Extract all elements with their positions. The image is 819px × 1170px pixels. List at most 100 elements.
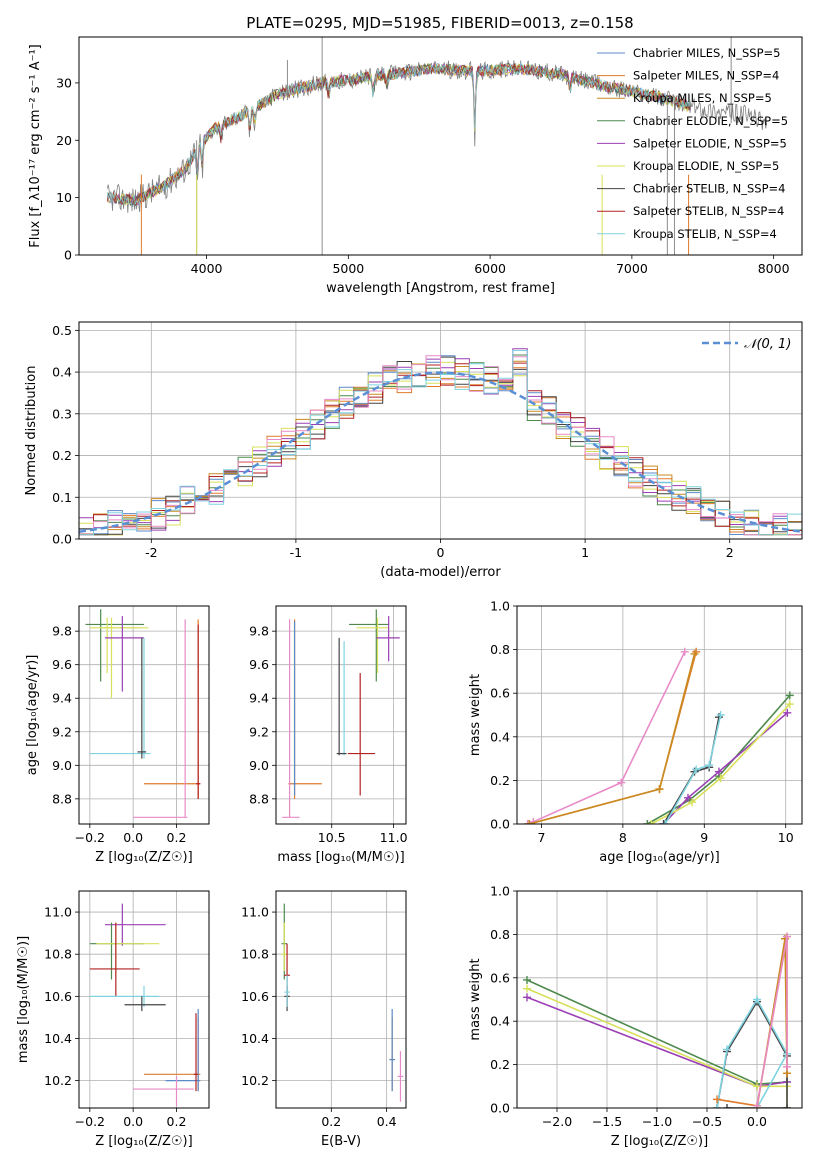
x-tick-label: 0.0	[123, 830, 143, 845]
x-tick-label: 1	[581, 545, 589, 560]
y-tick-label: 10.6	[241, 989, 269, 1004]
spectrum-legend: Chabrier MILES, N_SSP=5 Salpeter MILES, N…	[597, 46, 788, 241]
age_vs_mass-frame	[275, 605, 407, 825]
x-tick-label: 4000	[191, 261, 223, 276]
weight-point-marker	[783, 1062, 791, 1071]
weight-point-marker	[713, 1095, 721, 1104]
weight-point-marker	[785, 691, 794, 700]
y-tick-label: 9.0	[249, 758, 269, 773]
legend-entry: Kroupa STELIB, N_SSP=4	[633, 227, 777, 241]
errorbar	[89, 637, 151, 759]
age_vs_mass-plot-area	[282, 609, 400, 818]
mass_vs_Z-axes: −0.2 0.0 0.2 10.2 10.4 10.6 10.8 11.0 Z [log₁₀(Z…	[16, 890, 210, 1149]
x-tick-label: −1.5	[592, 1114, 622, 1129]
y-tick-label: 10.2	[44, 1073, 72, 1088]
errorbar	[165, 1008, 201, 1092]
y-axis-label: mass weight	[468, 674, 483, 756]
weight-point-marker	[684, 793, 692, 802]
weight-point-marker	[680, 647, 689, 656]
weight-point-marker	[523, 984, 531, 993]
x-tick-label: 8000	[758, 261, 790, 276]
errorbar	[347, 673, 376, 796]
y-tick-label: 9.8	[52, 624, 72, 639]
weight-point-marker	[753, 1101, 761, 1108]
x-axis-label: Z [log₁₀(Z/Z☉)]	[95, 850, 192, 865]
errorbar	[124, 996, 166, 1012]
y-tick-label: 10.2	[241, 1073, 269, 1088]
weight-series-line	[527, 651, 686, 824]
weight-point-marker	[643, 820, 652, 824]
x-tick-label: 8	[619, 830, 627, 845]
x-tick-label: −0.2	[75, 1114, 105, 1129]
x-axis-label: E(B-V)	[321, 1134, 361, 1149]
errorbar	[105, 616, 144, 692]
errorbar	[282, 619, 300, 818]
x-tick-label: 2	[726, 545, 734, 560]
errorbar	[284, 975, 290, 1007]
residuals-plot-area	[79, 348, 802, 536]
spectrum-plot-area	[107, 37, 767, 255]
y-tick-label: 1.0	[490, 599, 510, 614]
weight-point-marker	[705, 761, 714, 770]
errorbar	[85, 609, 144, 682]
figure-title: PLATE=0295, MJD=51985, FIBERID=0013, z=0…	[246, 14, 633, 32]
x-axis-label: wavelength [Angstrom, rest frame]	[326, 281, 555, 296]
y-axis-label: mass [log₁₀(M/M☉)]	[16, 936, 31, 1063]
mass_vs_EBV-plot-area	[281, 903, 404, 1102]
y-tick-label: 0.2	[52, 448, 72, 463]
weight-point-marker	[692, 765, 701, 774]
legend-entry: Chabrier ELODIE, N_SSP=5	[633, 114, 788, 128]
errorbar	[89, 985, 160, 1007]
x-tick-label: 9	[700, 830, 708, 845]
x-axis-label: (data-model)/error	[380, 565, 501, 580]
weight_vs_age-frame	[516, 605, 803, 825]
errorbar	[281, 922, 288, 972]
weight-point-marker	[723, 1045, 731, 1054]
errorbar	[89, 922, 140, 997]
x-axis-label: mass [log₁₀(M/M☉)]	[277, 850, 404, 865]
legend-entry: Salpeter STELIB, N_SSP=4	[633, 204, 784, 218]
x-tick-label: 7000	[616, 261, 648, 276]
y-tick-label: 0.6	[490, 970, 510, 985]
errorbar	[193, 1013, 199, 1092]
weight-point-marker	[783, 1104, 791, 1108]
y-axis-label: Normed distribution	[24, 366, 39, 496]
y-tick-label: 10.8	[44, 947, 72, 962]
x-tick-label: 0.2	[321, 1114, 341, 1129]
y-tick-label: 9.6	[249, 657, 269, 672]
y-tick-label: 0.3	[52, 406, 72, 421]
mass_vs_EBV-axes: 0.2 0.4 10.2 10.4 10.6 10.8 11.0 E(B-V)	[241, 890, 407, 1149]
y-tick-label: 10.4	[241, 1031, 269, 1046]
residuals-axes: -2 -1 0 1 2 0.0 0.1 0.2 0.3 0.4 0.5 (data-model)/er…	[24, 321, 803, 580]
x-tick-label: 0.2	[167, 830, 187, 845]
y-tick-label: 8.8	[52, 791, 72, 806]
x-tick-label: 10.5	[318, 830, 346, 845]
residuals-frame	[78, 321, 803, 540]
x-tick-label: −0.5	[692, 1114, 722, 1129]
y-tick-label: 9.4	[52, 691, 72, 706]
weight_vs_Z-plot-area	[523, 932, 791, 1108]
weight-point-marker	[617, 778, 626, 787]
errorbar	[89, 922, 144, 980]
spectrum-model-line	[107, 62, 691, 206]
weight-point-marker	[523, 975, 531, 984]
legend-entry: Chabrier MILES, N_SSP=5	[633, 46, 780, 60]
x-tick-label: −1.0	[642, 1114, 672, 1129]
y-tick-label: 0.1	[52, 490, 72, 505]
weight-series-line	[662, 717, 720, 824]
errorbar	[96, 922, 160, 976]
age_vs_mass-axes: 10.5 11.0 8.8 9.0 9.2 9.4 9.6 9.8 mass [log₁₀(M/…	[249, 605, 408, 865]
y-tick-label: 8.8	[249, 791, 269, 806]
weight-point-marker	[714, 767, 723, 776]
x-tick-label: −2.0	[542, 1114, 572, 1129]
x-tick-label: 0.2	[167, 1114, 187, 1129]
y-tick-label: 0.6	[490, 686, 510, 701]
y-tick-label: 10	[56, 190, 72, 205]
y-tick-label: 9.6	[52, 657, 72, 672]
x-axis-label: Z [log₁₀(Z/Z☉)]	[95, 1134, 192, 1149]
y-tick-label: 11.0	[44, 905, 72, 920]
errorbar	[293, 621, 296, 796]
legend-entry: Chabrier STELIB, N_SSP=4	[633, 182, 785, 196]
